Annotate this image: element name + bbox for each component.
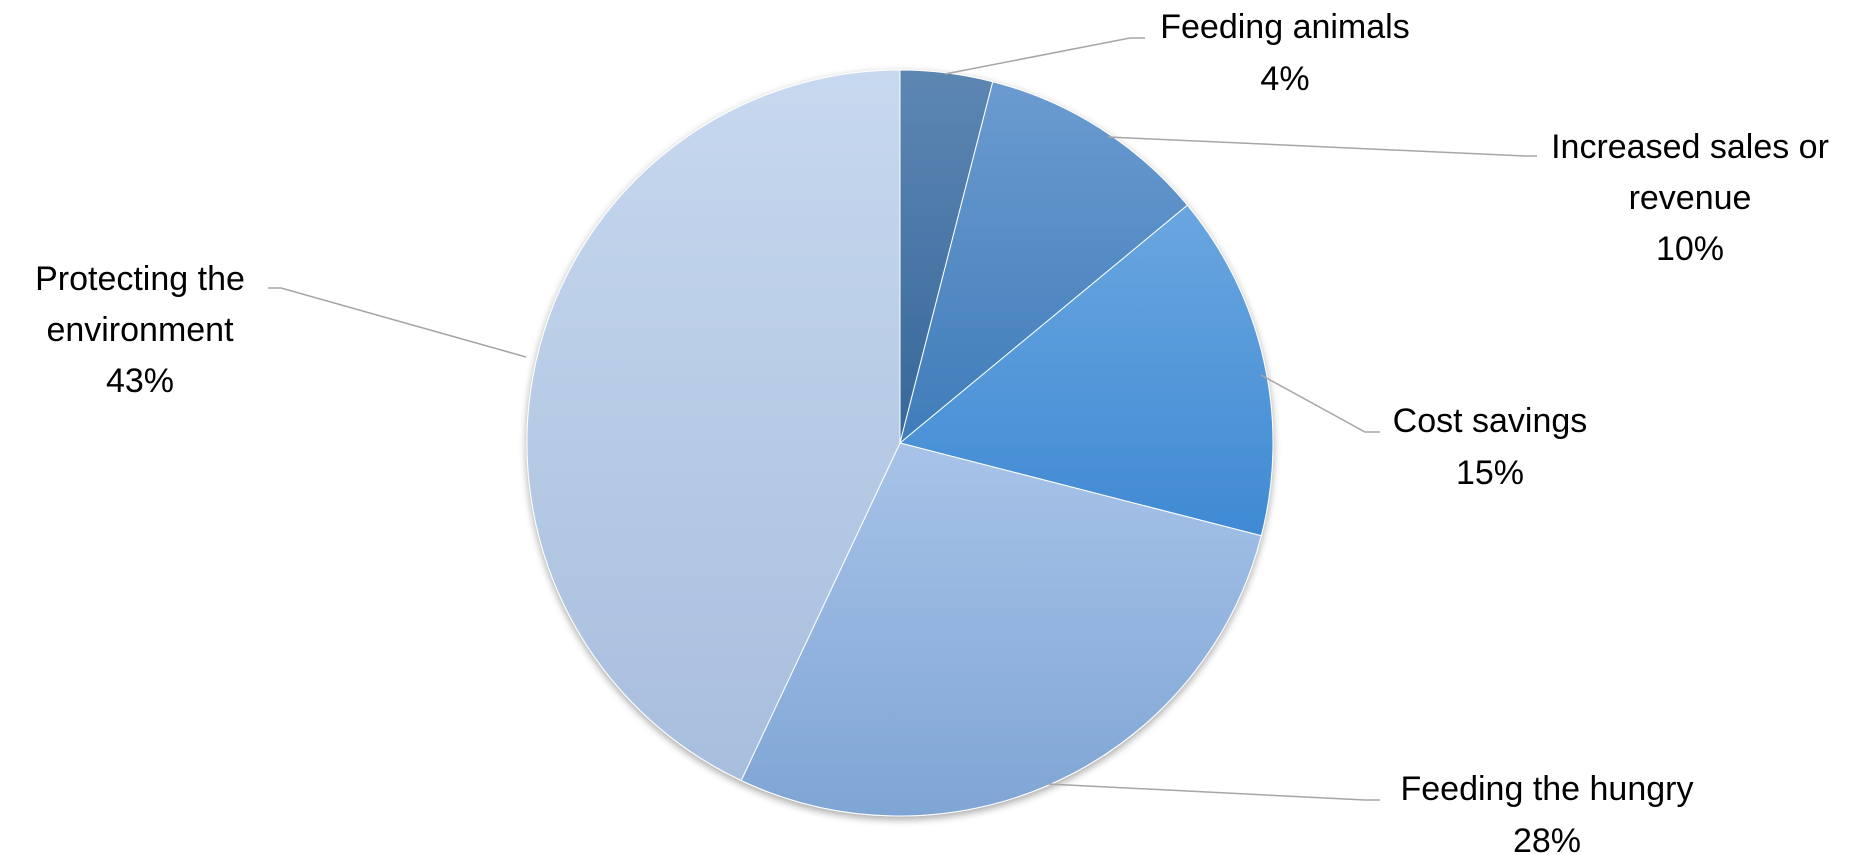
slice-value-label: 28% [1513, 822, 1581, 855]
slice-label: Feeding the hungry [1401, 770, 1694, 808]
leader-line [1260, 374, 1380, 433]
leader-line [1047, 783, 1380, 801]
pie-slice-cost-savings [898, 204, 1274, 537]
leader-line [1107, 136, 1537, 157]
leader-lines [268, 37, 1537, 801]
slice-label: Feeding animals [1160, 8, 1409, 46]
pie-slice-feeding-the-hungry [740, 442, 1262, 817]
slice-value-label: 15% [1456, 454, 1524, 492]
slice-value-label: 4% [1260, 60, 1309, 98]
pie-slice-protecting-the-environment [526, 69, 901, 782]
pie-slice-increased-sales-or-revenue [899, 81, 1189, 445]
slice-value-label: 43% [106, 362, 174, 400]
leader-line [944, 37, 1145, 75]
leader-line [268, 287, 527, 358]
slice-label: Cost savings [1393, 402, 1588, 440]
slice-labels: Feeding animals 4% Increased sales or reven… [35, 8, 1829, 855]
slice-label: environment [46, 311, 234, 349]
slice-value-label: 10% [1656, 230, 1724, 268]
slice-label: revenue [1629, 179, 1752, 217]
slice-label: Increased sales or [1551, 128, 1829, 166]
pie-slices [526, 69, 1274, 817]
slice-label: Protecting the [35, 260, 245, 298]
